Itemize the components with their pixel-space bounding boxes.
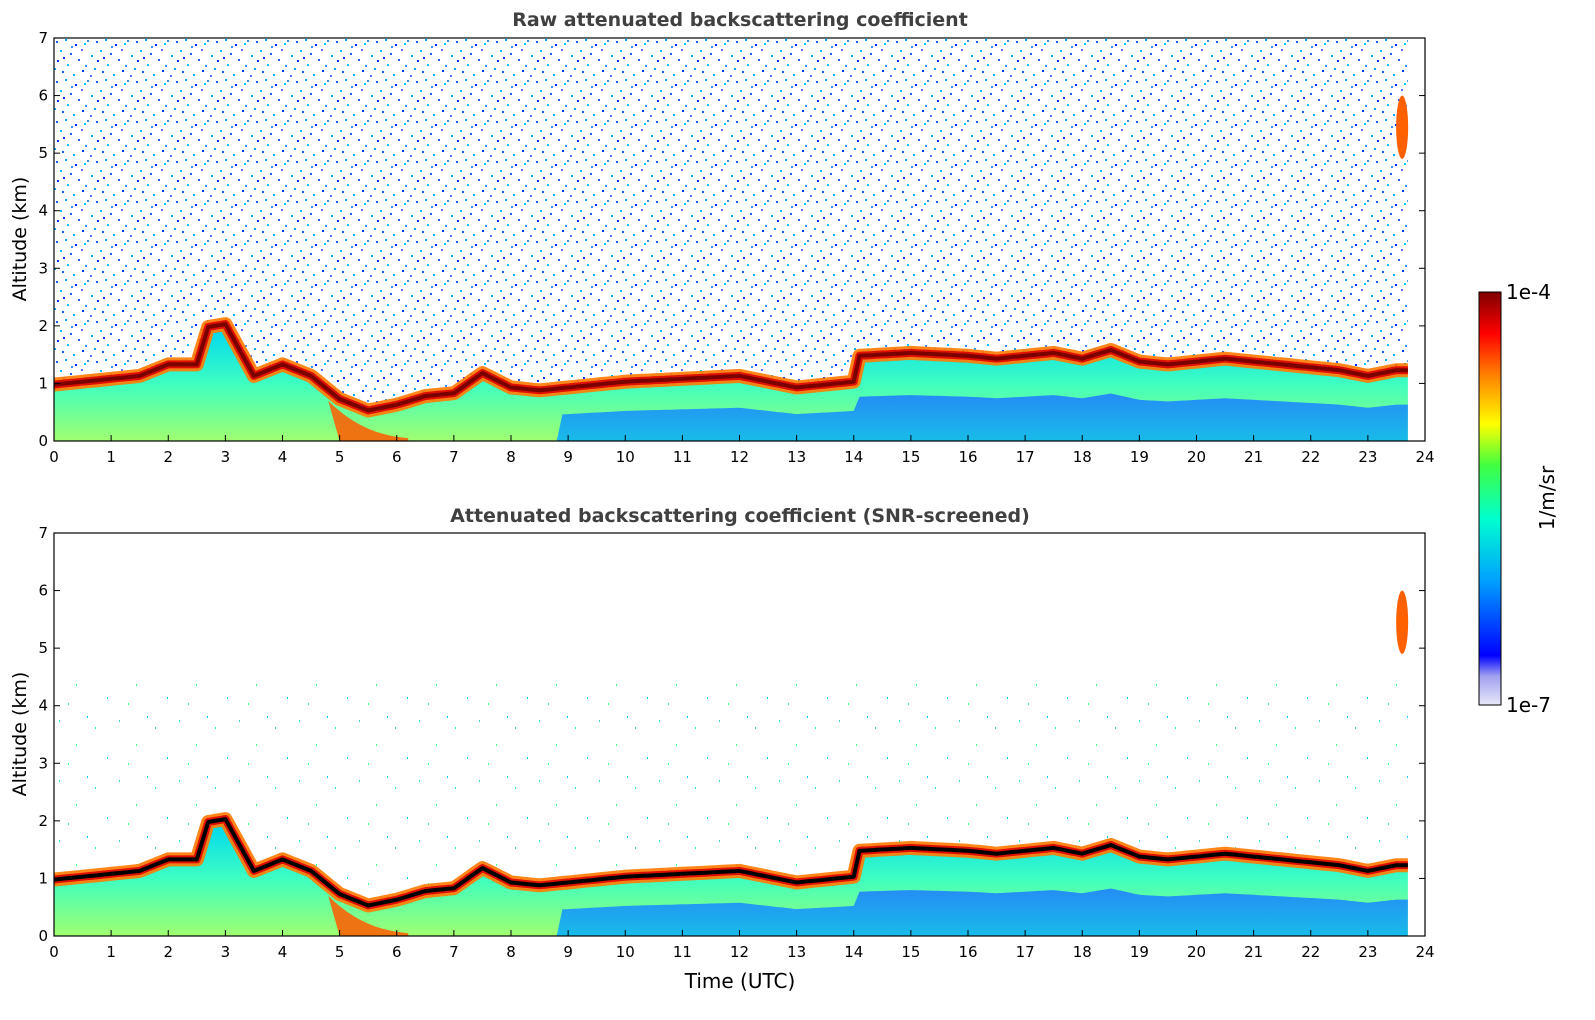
y-tick-label: 1 <box>38 869 48 887</box>
x-tick-label: 23 <box>1358 448 1377 466</box>
y-tick-label: 6 <box>38 582 48 600</box>
x-tick-label: 16 <box>958 448 977 466</box>
x-tick-label: 5 <box>335 448 345 466</box>
x-tick-label: 18 <box>1073 943 1092 961</box>
x-tick-label: 12 <box>730 943 749 961</box>
x-tick-label: 10 <box>616 448 635 466</box>
y-tick-label: 3 <box>38 259 48 277</box>
low-backscatter-zone <box>556 393 1408 441</box>
x-tick-label: 14 <box>844 943 863 961</box>
x-tick-label: 15 <box>901 943 920 961</box>
x-tick-label: 0 <box>49 943 59 961</box>
colorbar: 1e-4 1e-7 1/m/sr <box>1478 280 1559 717</box>
cloud-layer-core <box>54 322 1408 413</box>
x-tick-label: 22 <box>1301 943 1320 961</box>
x-tick-label: 8 <box>506 448 516 466</box>
x-tick-label: 2 <box>163 943 173 961</box>
y-tick-label: 5 <box>38 639 48 657</box>
colorbar-min-label: 1e-7 <box>1506 693 1551 717</box>
panel-title-snr: Attenuated backscattering coefficient (S… <box>450 505 1030 527</box>
y-tick-label: 4 <box>38 697 48 715</box>
y-axis-label-raw: Altitude (km) <box>9 177 31 302</box>
convective-plume <box>328 400 409 441</box>
y-tick-label: 1 <box>38 374 48 392</box>
x-tick-label: 22 <box>1301 448 1320 466</box>
x-tick-label: 17 <box>1016 448 1035 466</box>
x-tick-label: 13 <box>787 943 806 961</box>
x-tick-label: 24 <box>1415 943 1434 961</box>
y-axis-label-snr: Altitude (km) <box>9 672 31 797</box>
x-tick-label: 6 <box>392 448 402 466</box>
elevated-aerosol-layer <box>1396 95 1409 159</box>
x-tick-label: 0 <box>49 448 59 466</box>
x-tick-label: 21 <box>1244 448 1263 466</box>
x-tick-label: 20 <box>1187 448 1206 466</box>
y-tick-label: 5 <box>38 144 48 162</box>
y-tick-label: 6 <box>38 87 48 105</box>
x-tick-label: 12 <box>730 448 749 466</box>
x-tick-label: 7 <box>449 448 459 466</box>
elevated-aerosol-layer <box>1396 590 1409 654</box>
panel-snr-screened: Attenuated backscattering coefficient (S… <box>9 505 1435 993</box>
x-tick-label: 19 <box>1130 448 1149 466</box>
low-backscatter-zone <box>556 888 1408 936</box>
x-tick-label: 4 <box>278 943 288 961</box>
x-tick-label: 7 <box>449 943 459 961</box>
x-tick-label: 11 <box>673 943 692 961</box>
x-tick-label: 11 <box>673 448 692 466</box>
panel-title-raw: Raw attenuated backscattering coefficien… <box>512 9 968 31</box>
colorbar-gradient <box>1478 291 1502 706</box>
x-tick-label: 24 <box>1415 448 1434 466</box>
x-tick-label: 8 <box>506 943 516 961</box>
x-tick-label: 15 <box>901 448 920 466</box>
y-tick-label: 3 <box>38 754 48 772</box>
x-tick-label: 18 <box>1073 448 1092 466</box>
y-tick-label: 0 <box>38 432 48 450</box>
x-tick-label: 16 <box>958 943 977 961</box>
cloud-layer-core <box>54 817 1408 908</box>
x-tick-label: 13 <box>787 448 806 466</box>
x-tick-label: 1 <box>106 943 116 961</box>
x-tick-label: 21 <box>1244 943 1263 961</box>
x-tick-label: 23 <box>1358 943 1377 961</box>
x-axis-label: Time (UTC) <box>684 969 796 993</box>
panel-raw: Raw attenuated backscattering coefficien… <box>9 9 1435 466</box>
y-tick-label: 7 <box>38 29 48 47</box>
convective-plume <box>328 895 409 936</box>
x-tick-label: 1 <box>106 448 116 466</box>
x-tick-label: 20 <box>1187 943 1206 961</box>
y-tick-label: 7 <box>38 524 48 542</box>
x-tick-label: 3 <box>221 943 231 961</box>
y-tick-label: 4 <box>38 202 48 220</box>
x-tick-label: 9 <box>563 943 573 961</box>
x-tick-label: 9 <box>563 448 573 466</box>
x-tick-label: 5 <box>335 943 345 961</box>
plot-area-raw <box>54 38 1410 441</box>
x-tick-label: 17 <box>1016 943 1035 961</box>
plot-area-snr <box>54 590 1410 936</box>
x-tick-label: 6 <box>392 943 402 961</box>
x-tick-label: 4 <box>278 448 288 466</box>
x-tick-label: 10 <box>616 943 635 961</box>
x-tick-label: 3 <box>221 448 231 466</box>
y-tick-label: 2 <box>38 317 48 335</box>
x-tick-label: 14 <box>844 448 863 466</box>
x-tick-label: 2 <box>163 448 173 466</box>
y-tick-label: 2 <box>38 812 48 830</box>
colorbar-unit-label: 1/m/sr <box>1535 465 1559 530</box>
y-tick-label: 0 <box>38 927 48 945</box>
colorbar-max-label: 1e-4 <box>1506 280 1551 304</box>
x-tick-label: 19 <box>1130 943 1149 961</box>
